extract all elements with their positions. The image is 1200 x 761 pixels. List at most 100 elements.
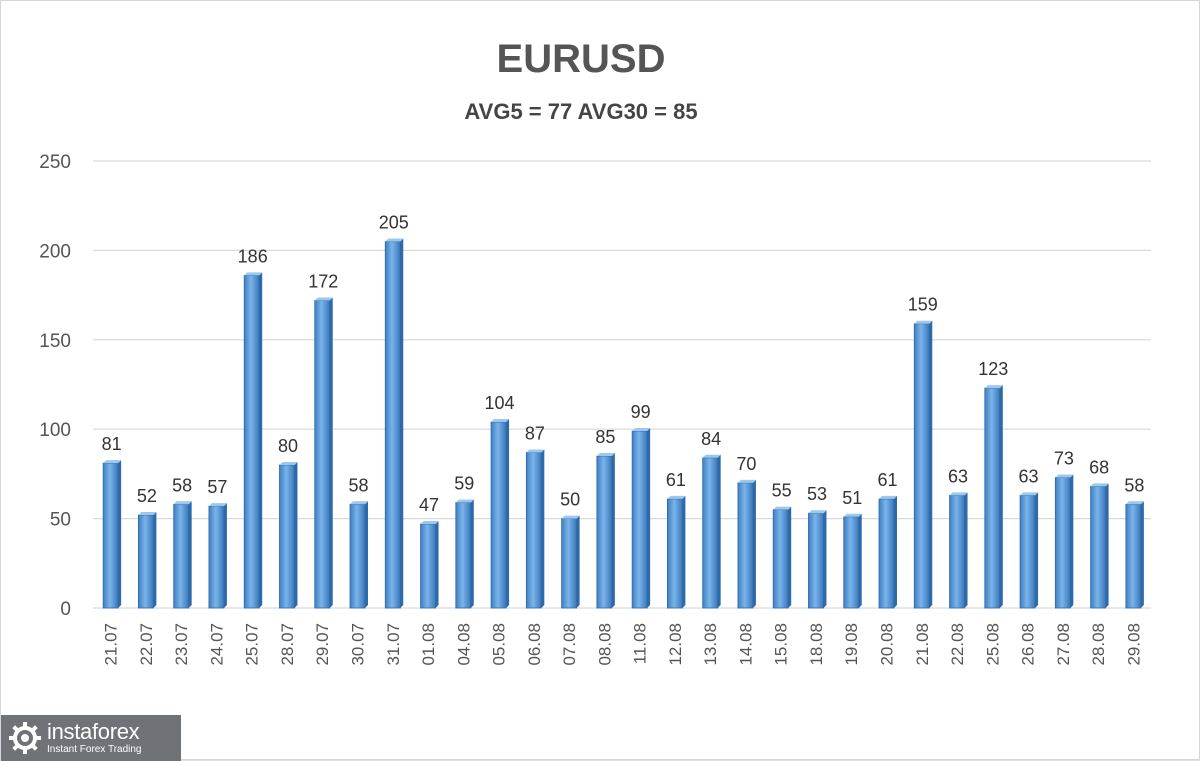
x-tick-label: 06.08 [525, 623, 544, 666]
y-tick-label: 250 [39, 152, 71, 173]
data-label: 85 [595, 427, 615, 447]
x-tick-label: 25.07 [243, 623, 262, 666]
data-label: 123 [978, 359, 1008, 379]
x-tick-label: 25.08 [983, 623, 1002, 666]
bar [243, 272, 263, 609]
x-tick-label: 30.07 [349, 623, 368, 666]
y-axis-ticks: 0 50 100 150 200 250 [39, 152, 71, 620]
x-tick-label: 26.08 [1019, 623, 1038, 666]
data-label: 58 [172, 475, 192, 495]
data-label: 63 [948, 466, 968, 486]
data-label: 55 [772, 481, 792, 501]
y-tick-label: 200 [39, 241, 71, 262]
data-label: 59 [454, 474, 474, 494]
bar [596, 453, 615, 609]
chart-subtitle: AVG5 = 77 AVG30 = 85 [464, 99, 698, 124]
bar [102, 460, 122, 609]
x-tick-label: 07.08 [560, 623, 579, 666]
bar [667, 495, 686, 609]
bar [1090, 483, 1109, 609]
data-label: 58 [348, 475, 368, 495]
bar [314, 297, 333, 609]
x-tick-label: 15.08 [772, 623, 791, 666]
x-tick-label: 21.07 [102, 623, 121, 666]
x-tick-label: 31.07 [384, 623, 403, 666]
bar [772, 506, 792, 609]
bar [1054, 474, 1074, 609]
data-label: 52 [137, 486, 157, 506]
x-axis-ticks: 21.07 22.07 23.07 24.07 25.07 28.07 29.07 30.07… [102, 623, 1144, 666]
x-tick-label: 11.08 [631, 623, 650, 664]
x-tick-label: 28.07 [278, 623, 297, 666]
bar [384, 238, 404, 609]
bar [173, 501, 192, 609]
x-tick-label: 12.08 [666, 623, 685, 666]
data-label: 53 [807, 484, 827, 504]
x-tick-label: 05.08 [490, 623, 509, 666]
y-tick-label: 0 [60, 599, 71, 620]
data-label: 104 [485, 393, 515, 413]
data-label: 58 [1124, 475, 1144, 495]
data-label: 73 [1054, 448, 1074, 468]
data-label: 99 [631, 402, 651, 422]
bar [137, 512, 157, 609]
x-tick-label: 19.08 [842, 623, 861, 666]
data-label: 70 [736, 454, 756, 474]
data-label: 172 [308, 271, 338, 291]
bar [455, 499, 474, 609]
instaforex-logo: instaforex Instant Forex Trading [1, 715, 181, 761]
bar [525, 449, 545, 609]
bar [737, 479, 756, 609]
x-tick-label: 29.07 [313, 623, 332, 666]
x-tick-label: 29.08 [1124, 623, 1143, 666]
y-tick-label: 150 [39, 331, 71, 352]
bar [208, 503, 227, 609]
x-tick-label: 08.08 [595, 623, 614, 666]
x-tick-label: 01.08 [419, 623, 438, 666]
data-label: 57 [207, 477, 227, 497]
gridlines [93, 160, 1151, 609]
data-label: 51 [842, 488, 862, 508]
data-label: 80 [278, 436, 298, 456]
data-label: 205 [379, 212, 409, 232]
logo-tagline: Instant Forex Trading [47, 744, 142, 755]
bar [349, 501, 368, 609]
data-label: 159 [908, 295, 938, 315]
y-tick-label: 50 [50, 510, 71, 531]
bar [913, 320, 933, 609]
x-tick-label: 22.07 [137, 623, 156, 666]
bar [843, 513, 862, 609]
bar [1125, 501, 1144, 609]
data-label: 61 [666, 470, 686, 490]
x-tick-label: 14.08 [736, 623, 755, 666]
bar [949, 492, 968, 609]
data-label: 47 [419, 495, 439, 515]
bar [702, 454, 721, 609]
data-label: 63 [1019, 466, 1039, 486]
data-label: 61 [877, 470, 897, 490]
bar [561, 515, 580, 609]
data-label: 68 [1089, 457, 1109, 477]
bar [631, 427, 651, 609]
data-labels: 81 52 58 57 186 80 172 58 205 47 59 104 87 50 85 99 61 84… [102, 212, 1145, 515]
bar [279, 461, 298, 609]
bar [1019, 492, 1039, 609]
data-label: 84 [701, 429, 721, 449]
bar [808, 510, 827, 609]
bar [878, 495, 897, 609]
chart-title: EURUSD [496, 37, 666, 81]
data-label: 186 [238, 246, 268, 266]
x-tick-label: 22.08 [948, 623, 967, 666]
x-tick-label: 23.07 [172, 623, 191, 666]
x-tick-label: 20.08 [878, 623, 897, 666]
x-tick-label: 13.08 [701, 623, 720, 666]
x-tick-label: 04.08 [454, 623, 473, 666]
x-tick-label: 21.08 [913, 623, 932, 666]
bars [102, 238, 1144, 609]
bar [420, 520, 439, 609]
bar [490, 419, 510, 609]
x-tick-label: 18.08 [807, 623, 826, 666]
y-tick-label: 100 [39, 420, 71, 441]
